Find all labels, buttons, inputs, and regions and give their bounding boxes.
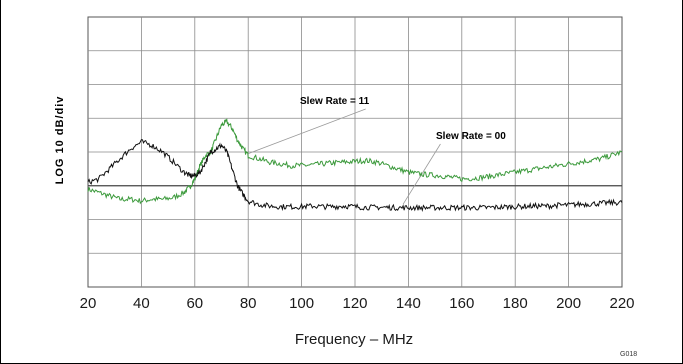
leader-line-slew-rate-11	[248, 108, 366, 155]
x-tick-label: 220	[609, 295, 634, 312]
x-tick-label: 60	[186, 295, 203, 312]
x-tick-label: 20	[80, 295, 97, 312]
series-line-slew-rate-11	[87, 118, 623, 205]
y-axis-label: LOG 10 dB/div	[54, 96, 66, 185]
x-tick-label: 40	[133, 295, 150, 312]
x-tick-label: 200	[556, 295, 581, 312]
series-line-slew-rate-00	[87, 139, 623, 212]
x-tick-labels: 20 40 60 80 100 120 140 160 180 200 220	[80, 295, 635, 312]
annotation-slew-rate-00: Slew Rate = 00	[436, 131, 506, 142]
series-layer	[87, 118, 623, 212]
figure-code: G018	[620, 351, 637, 358]
plot-grid	[87, 16, 623, 288]
x-tick-label: 120	[342, 295, 367, 312]
annotation-leaders	[248, 108, 441, 205]
annotation-slew-rate-11: Slew Rate = 11	[300, 96, 370, 107]
x-tick-label: 180	[503, 295, 528, 312]
x-tick-label: 80	[240, 295, 257, 312]
x-tick-label: 100	[289, 295, 314, 312]
x-tick-label: 160	[449, 295, 474, 312]
x-tick-label: 140	[396, 295, 421, 312]
x-axis-label: Frequency – MHz	[295, 331, 413, 348]
